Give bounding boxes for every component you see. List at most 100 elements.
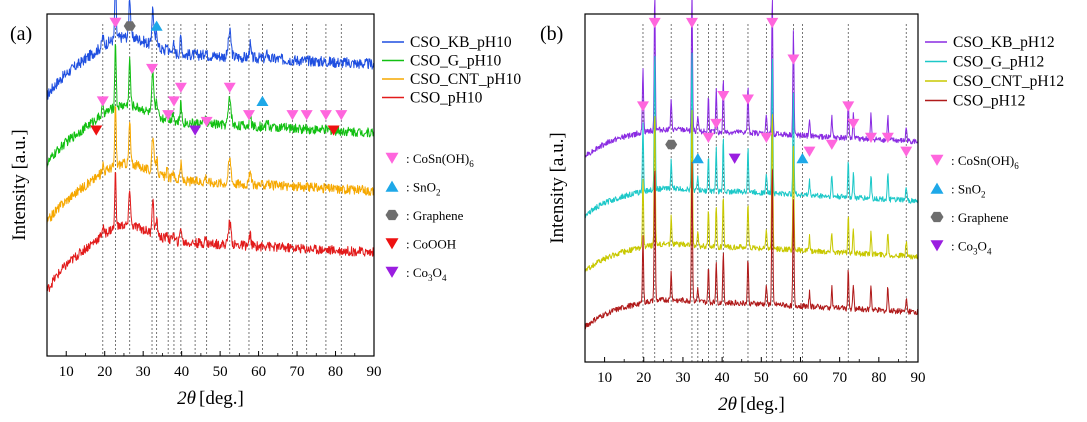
series-line-cso-cnt-ph12 bbox=[584, 109, 919, 273]
x-tick-label: 10 bbox=[59, 364, 74, 380]
phase-marker bbox=[327, 125, 340, 136]
phase-marker bbox=[760, 132, 773, 143]
phase-marker bbox=[787, 54, 800, 65]
marker-legend-text: : CoOOH bbox=[406, 237, 456, 252]
marker-legend-symbol bbox=[930, 211, 944, 223]
marker-legend-symbol bbox=[385, 152, 399, 164]
x-axis-unit: [deg.] bbox=[740, 394, 785, 415]
x-axis-symbol: 2θ bbox=[177, 388, 196, 409]
marker-legend-label: : SnO2 bbox=[951, 182, 985, 200]
marker-legend-symbol bbox=[385, 209, 399, 221]
legend-entry: CSO_CNT_pH12 bbox=[953, 73, 1064, 90]
x-axis-unit: [deg.] bbox=[199, 388, 244, 409]
x-tick-label: 50 bbox=[213, 364, 228, 380]
marker-legend-symbol bbox=[930, 154, 944, 166]
phase-marker bbox=[189, 125, 202, 136]
marker-legend-symbol bbox=[385, 238, 399, 250]
legend-entry: CSO_G_pH10 bbox=[410, 53, 502, 70]
phase-marker bbox=[796, 153, 809, 164]
marker-legend-label: : Co3O4 bbox=[406, 265, 447, 283]
phase-marker bbox=[847, 118, 860, 130]
marker-legend-symbol bbox=[385, 266, 399, 278]
phase-marker bbox=[710, 118, 723, 130]
series-line-cso-g-ph12 bbox=[584, 52, 919, 219]
legend-entry: CSO_pH10 bbox=[410, 90, 483, 107]
marker-legend-label: : Graphene bbox=[406, 208, 464, 223]
series-line-cso-kb-ph12 bbox=[584, 0, 919, 158]
x-axis-symbol: 2θ bbox=[718, 394, 737, 415]
plot-frame bbox=[584, 13, 919, 363]
phase-marker bbox=[766, 17, 779, 29]
phase-marker bbox=[335, 110, 348, 121]
x-tick-label: 80 bbox=[871, 370, 886, 386]
marker-legend-sub: 2 bbox=[436, 188, 441, 198]
y-axis-label: Intensity [a.u.] bbox=[9, 129, 30, 240]
legend-entry: CSO_pH12 bbox=[953, 93, 1025, 110]
phase-marker bbox=[825, 139, 838, 150]
phase-marker bbox=[162, 110, 175, 121]
marker-legend-sub: 2 bbox=[981, 190, 986, 200]
phase-marker bbox=[286, 110, 299, 121]
phase-marker bbox=[803, 146, 816, 157]
x-tick-label: 90 bbox=[367, 364, 382, 380]
phase-marker bbox=[900, 146, 913, 157]
x-axis-label: 2θ [deg.] bbox=[177, 388, 244, 409]
x-tick-label: 30 bbox=[136, 364, 151, 380]
series-line-cso-g-ph10 bbox=[46, 44, 375, 169]
marker-legend-label: : CoOOH bbox=[406, 237, 456, 252]
phase-marker bbox=[90, 125, 103, 136]
series-line-cso-ph10 bbox=[46, 172, 375, 293]
x-tick-label: 40 bbox=[715, 370, 730, 386]
marker-legend-sub2: 4 bbox=[987, 247, 992, 257]
phase-marker bbox=[256, 95, 269, 107]
marker-legend-label: : Co3O4 bbox=[951, 239, 992, 257]
marker-legend-label: : SnO2 bbox=[406, 180, 440, 198]
phase-marker bbox=[881, 132, 894, 143]
phase-marker bbox=[223, 82, 236, 93]
x-tick-label: 10 bbox=[597, 370, 612, 386]
marker-legend-label: : CoSn(OH)6 bbox=[406, 151, 474, 169]
legend-entry: CSO_KB_pH10 bbox=[410, 34, 512, 51]
marker-legend-sub2: 4 bbox=[442, 273, 447, 283]
marker-legend-text: : Graphene bbox=[406, 208, 464, 223]
marker-legend-label: : Graphene bbox=[951, 210, 1009, 225]
marker-legend-text: : CoSn(OH) bbox=[951, 153, 1014, 168]
panel-b: (b) 10 20 30 40 50 60 70 80 90 2θ [deg.] Intensity [… bbox=[540, 0, 1064, 415]
phase-marker bbox=[123, 21, 136, 31]
phase-marker bbox=[146, 63, 159, 75]
x-tick-label: 30 bbox=[675, 370, 690, 386]
phase-marker bbox=[300, 110, 313, 121]
legend-entry: CSO_G_pH12 bbox=[953, 54, 1044, 71]
phase-marker bbox=[648, 17, 661, 29]
x-tick-label: 20 bbox=[636, 370, 651, 386]
x-tick-label: 60 bbox=[793, 370, 808, 386]
marker-legend-text: : SnO bbox=[951, 182, 981, 197]
marker-legend-text: : Co bbox=[951, 239, 973, 254]
marker-legend-symbol bbox=[930, 182, 944, 194]
phase-marker bbox=[864, 132, 877, 143]
marker-legend-text: : SnO bbox=[406, 180, 436, 195]
series-line-cso-ph12 bbox=[584, 161, 919, 330]
marker-legend-symbol bbox=[930, 240, 944, 252]
phase-marker bbox=[150, 20, 163, 31]
marker-legend-sub: 6 bbox=[469, 159, 474, 169]
x-tick-label: 60 bbox=[251, 364, 266, 380]
x-tick-label: 80 bbox=[328, 364, 343, 380]
phase-marker bbox=[167, 96, 180, 107]
x-axis-label: 2θ [deg.] bbox=[718, 394, 785, 415]
phase-marker bbox=[200, 116, 213, 128]
phase-marker bbox=[96, 96, 109, 107]
phase-marker bbox=[665, 139, 678, 150]
series-line-cso-cnt-ph10 bbox=[46, 106, 375, 225]
marker-legend-text2: O bbox=[433, 265, 442, 280]
phase-marker bbox=[842, 101, 855, 112]
x-tick-label: 90 bbox=[911, 370, 926, 386]
marker-legend-sub: 3 bbox=[428, 273, 433, 283]
marker-legend-text: : Co bbox=[406, 265, 428, 280]
marker-legend-label: : CoSn(OH)6 bbox=[951, 153, 1019, 171]
phase-marker bbox=[685, 17, 698, 29]
marker-legend-sub: 6 bbox=[1014, 161, 1019, 171]
y-axis-label: Intensity [a.u.] bbox=[547, 132, 568, 243]
plot-frame bbox=[46, 13, 375, 357]
